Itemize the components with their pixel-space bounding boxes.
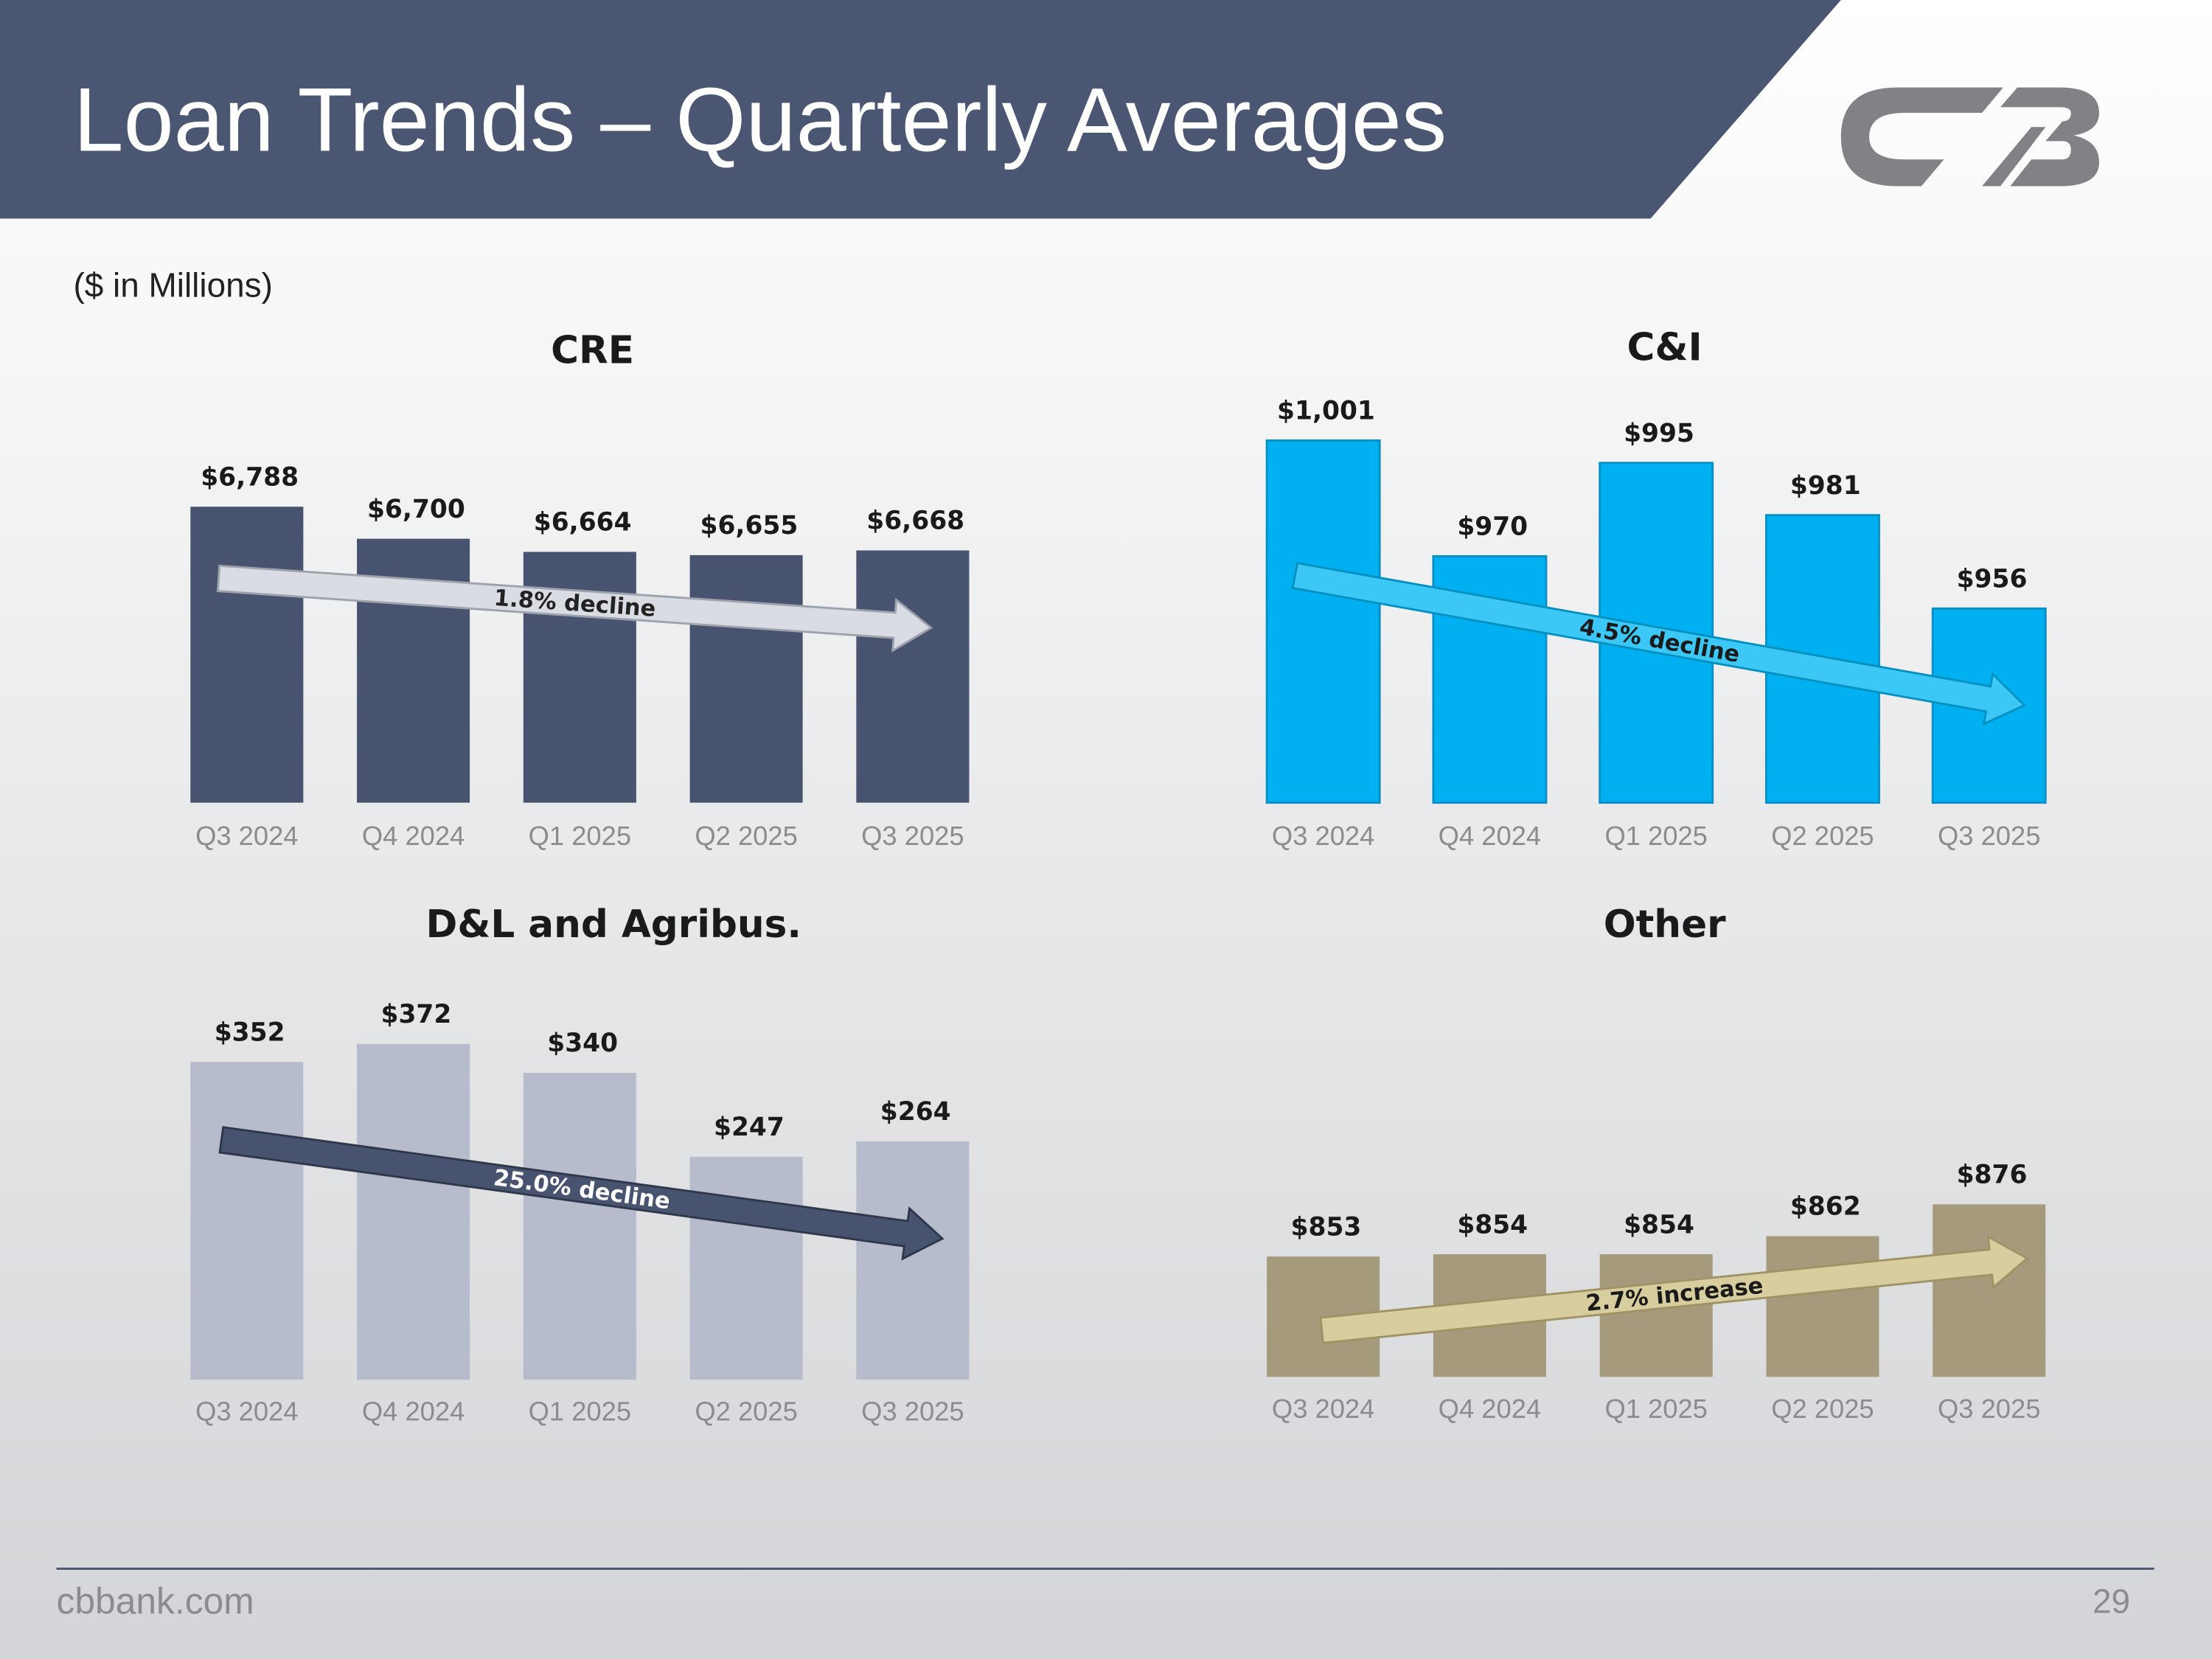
bar [856,1141,970,1380]
header-band [0,0,1841,219]
bar [856,550,970,803]
bar [1766,1236,1879,1377]
x-tick-label: Q2 2025 [1771,821,1874,851]
x-tick-label: Q3 2024 [195,1397,298,1427]
bar [190,1062,304,1380]
bar [1599,1254,1713,1377]
chart-title: Other [1604,902,1726,947]
x-tick-label: Q2 2025 [695,1397,797,1427]
value-label: $6,655 [700,511,799,540]
logo-vb [1982,87,2099,187]
x-tick-label: Q3 2025 [1938,1394,2040,1424]
value-label: $970 [1457,512,1528,542]
x-tick-label: Q4 2024 [1439,821,1541,851]
value-label: $862 [1790,1192,1861,1222]
chart-title: C&I [1627,325,1703,369]
x-tick-label: Q2 2025 [1771,1394,1874,1424]
value-label: $6,668 [866,507,964,536]
trend-arrow-shape [1291,561,2027,726]
trend-arrow-shape [216,564,933,653]
value-label: $340 [547,1029,618,1058]
bar [1933,1204,2046,1377]
page-number: 29 [2093,1582,2130,1621]
x-tick-label: Q4 2024 [362,1397,465,1427]
value-label: $352 [215,1018,285,1048]
footer-url: cbbank.com [57,1581,254,1622]
x-tick-label: Q3 2025 [861,821,964,851]
bar [689,1156,803,1380]
value-label: $6,700 [367,495,465,524]
x-tick-label: Q1 2025 [529,821,631,851]
x-tick-label: Q1 2025 [1604,1394,1707,1424]
value-label: $956 [1957,565,2028,594]
subtitle: ($ in Millions) [73,265,272,304]
logo-c [1840,87,2003,187]
x-tick-label: Q3 2024 [195,821,298,851]
value-label: $264 [880,1097,951,1127]
x-tick-label: Q1 2025 [1604,821,1707,851]
value-label: $6,788 [201,462,299,492]
chart-title: D&L and Agribus. [426,902,802,947]
x-tick-label: Q3 2024 [1272,821,1374,851]
value-label: $6,664 [534,508,632,538]
value-label: $981 [1790,471,1861,501]
x-tick-label: Q2 2025 [695,821,797,851]
value-label: $247 [714,1113,785,1142]
x-tick-label: Q1 2025 [529,1397,631,1427]
x-tick-label: Q3 2025 [1938,821,2040,851]
value-label: $853 [1291,1212,1362,1242]
logo [1840,87,2099,187]
chart-title: CRE [551,328,634,372]
x-tick-label: Q4 2024 [1439,1394,1541,1424]
bar [523,1072,636,1380]
x-tick-label: Q3 2025 [861,1397,964,1427]
value-label: $1,001 [1277,397,1375,426]
bar [1265,439,1381,804]
slide-title: Loan Trends – Quarterly Averages [73,69,1447,170]
value-label: $854 [1624,1210,1694,1239]
x-tick-label: Q4 2024 [362,821,465,851]
value-label: $372 [381,1000,452,1029]
value-label: $876 [1957,1161,2028,1190]
bar [689,554,803,803]
x-tick-label: Q3 2024 [1272,1394,1374,1424]
value-label: $854 [1457,1210,1528,1239]
bar [190,507,304,803]
trend-arrow-shape [1319,1234,2029,1344]
trend-arrow-shape [218,1126,945,1261]
value-label: $995 [1624,419,1694,448]
bar [357,1043,470,1380]
